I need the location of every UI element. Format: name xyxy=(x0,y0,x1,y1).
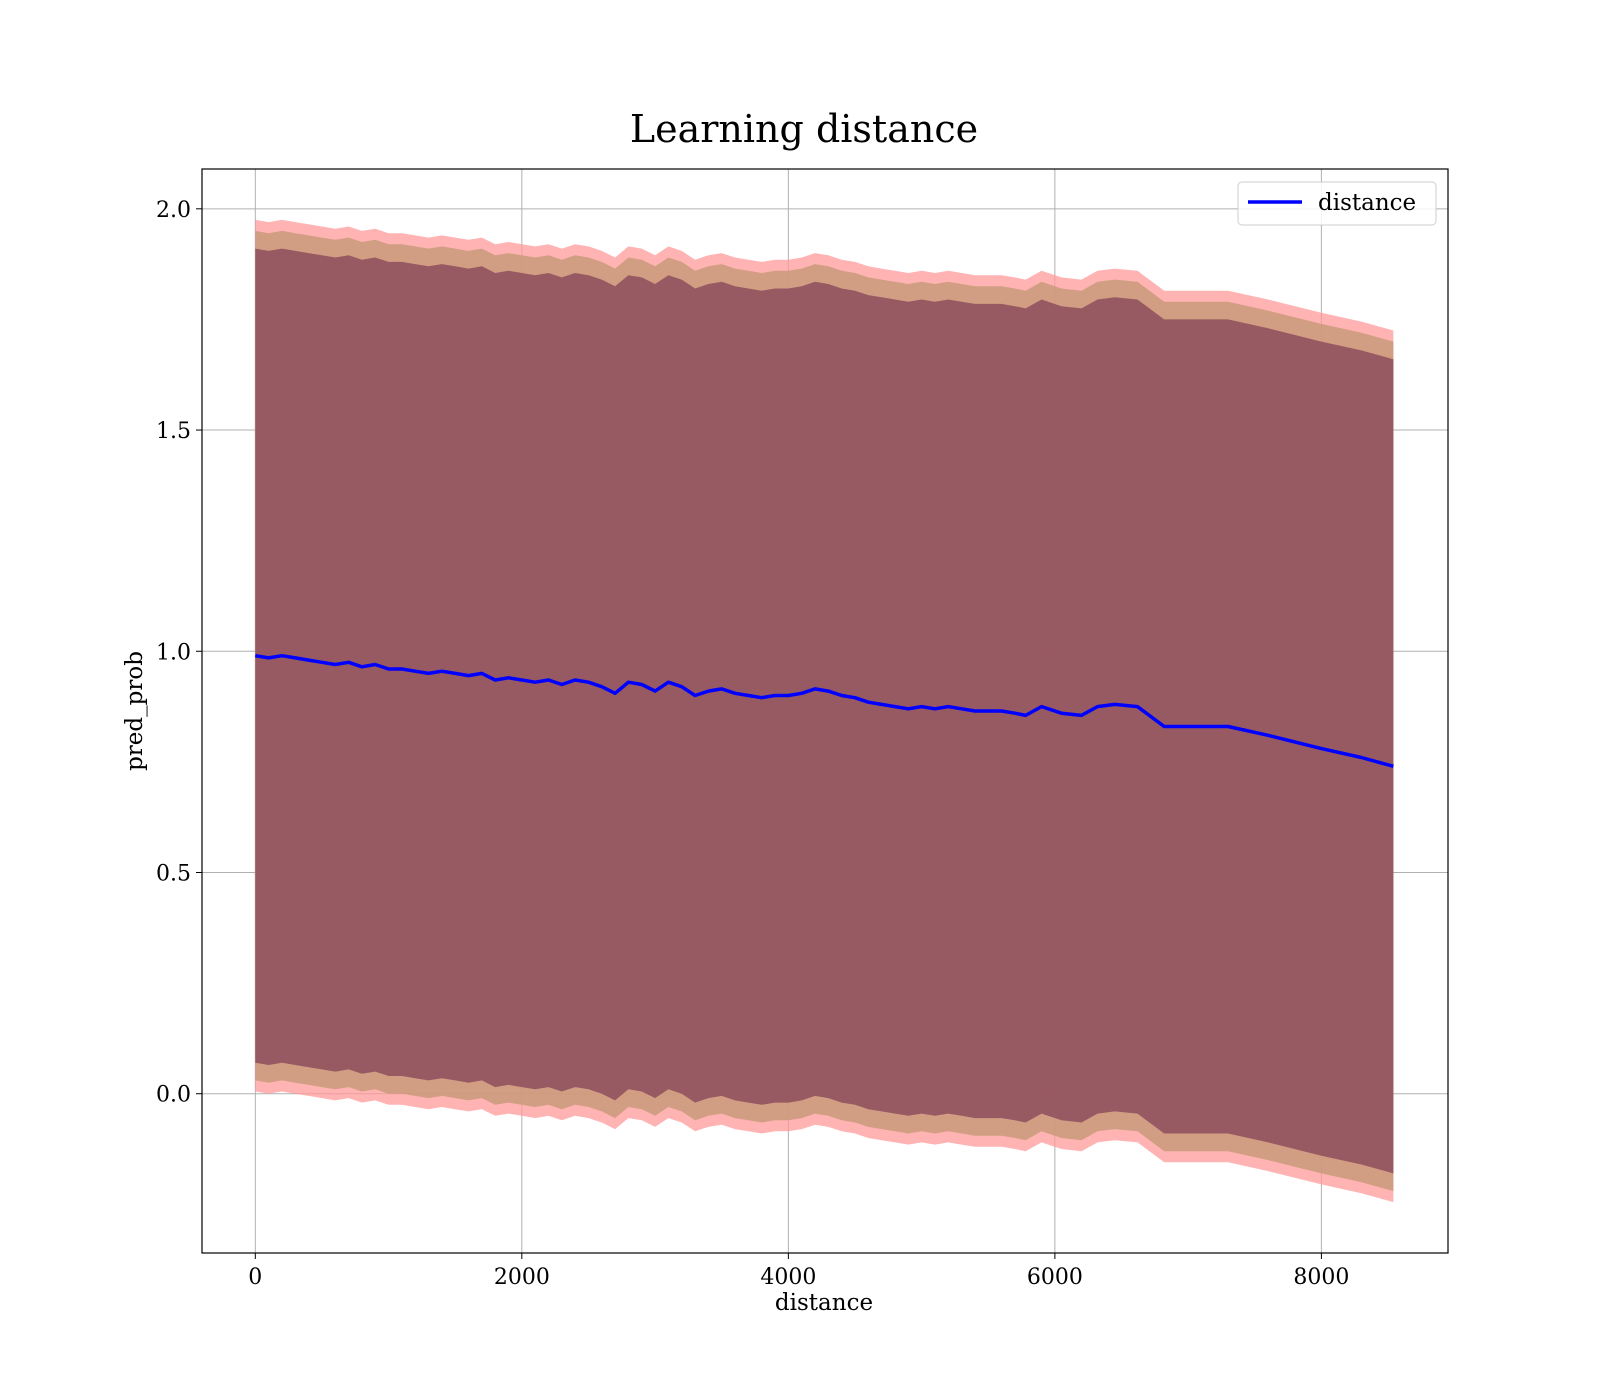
y-axis-ticks: 0.0 0.5 1.0 1.5 2.0 xyxy=(156,198,202,1108)
x-tick-label: 4000 xyxy=(760,1265,816,1290)
x-tick-label: 8000 xyxy=(1293,1265,1349,1290)
legend-box xyxy=(1237,181,1437,226)
x-tick-label: 2000 xyxy=(494,1265,550,1290)
y-tick-label: 1.0 xyxy=(156,640,191,665)
legend: distance xyxy=(1237,181,1437,226)
confidence-bands xyxy=(255,219,1394,1203)
x-tick-label: 0 xyxy=(248,1265,262,1290)
x-axis-ticks: 0 2000 4000 6000 8000 xyxy=(248,1253,1349,1290)
y-tick-label: 1.5 xyxy=(156,419,191,444)
inner-band xyxy=(255,248,1394,1174)
series-lines xyxy=(255,653,1394,768)
x-tick-label: 6000 xyxy=(1027,1265,1083,1290)
legend-entry-distance: distance xyxy=(1318,190,1416,216)
y-axis-label: pred_prob xyxy=(122,651,148,771)
series-line-distance xyxy=(255,653,1394,768)
y-tick-label: 2.0 xyxy=(156,198,191,223)
x-axis-label: distance xyxy=(775,1290,873,1316)
chart-title: Learning distance xyxy=(630,107,978,151)
plot-frame xyxy=(201,168,1449,1254)
y-tick-label: 0.5 xyxy=(156,861,191,886)
y-tick-label: 0.0 xyxy=(156,1083,191,1108)
